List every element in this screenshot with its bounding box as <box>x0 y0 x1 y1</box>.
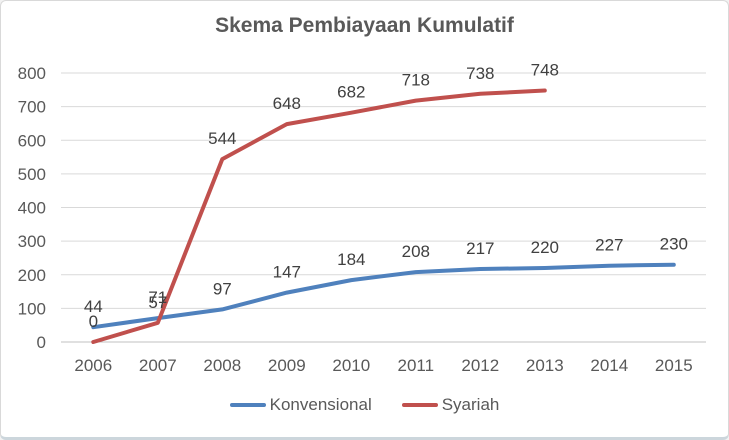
series-line-syariah <box>91 88 547 344</box>
data-label-konvensional: 71 <box>148 288 167 307</box>
y-axis-tick-label: 600 <box>18 131 46 150</box>
x-axis-tick-label: 2008 <box>203 356 241 375</box>
legend-label-konvensional: Konvensional <box>269 395 372 414</box>
data-label-konvensional: 208 <box>402 242 430 261</box>
data-label-syariah: 544 <box>208 129 236 148</box>
data-label-syariah: 682 <box>337 83 365 102</box>
konvensional-line-swatch <box>229 403 266 407</box>
chart-legend: Konvensional Syariah <box>1 393 728 417</box>
data-label-syariah: 738 <box>466 64 494 83</box>
data-label-konvensional: 44 <box>84 297 103 316</box>
data-label-syariah: 648 <box>273 94 301 113</box>
y-axis-tick-label: 500 <box>18 165 46 184</box>
x-axis-tick-label: 2015 <box>655 356 693 375</box>
data-label-konvensional: 147 <box>273 263 301 282</box>
data-label-konvensional: 217 <box>466 239 494 258</box>
syariah-line-swatch <box>401 403 438 407</box>
x-axis-tick-label: 2013 <box>526 356 564 375</box>
y-axis-tick-label: 0 <box>37 333 46 352</box>
data-label-konvensional: 230 <box>660 235 688 254</box>
data-label-konvensional: 97 <box>213 279 232 298</box>
x-axis-tick-label: 2014 <box>590 356 628 375</box>
series-line-konvensional <box>91 262 676 330</box>
x-axis-tick-label: 2009 <box>268 356 306 375</box>
x-axis-tick-label: 2007 <box>139 356 177 375</box>
legend-label-syariah: Syariah <box>441 395 500 414</box>
data-label-syariah: 57 <box>148 293 167 312</box>
x-axis-tick-label: 2006 <box>74 356 112 375</box>
data-label-syariah: 748 <box>531 61 559 80</box>
data-label-konvensional: 184 <box>337 250 365 269</box>
x-axis-tick-label: 2012 <box>461 356 499 375</box>
legend-item-syariah: Syariah <box>401 395 500 415</box>
data-label-syariah: 0 <box>89 312 98 331</box>
data-label-syariah: 718 <box>402 71 430 90</box>
y-axis-tick-label: 800 <box>18 64 46 83</box>
y-axis-tick-label: 100 <box>18 299 46 318</box>
chart-title: Skema Pembiayaan Kumulatif <box>215 14 514 37</box>
y-axis-tick-label: 400 <box>18 199 46 218</box>
x-axis-tick-label: 2011 <box>398 356 435 375</box>
legend-item-konvensional: Konvensional <box>229 395 372 415</box>
data-label-konvensional: 227 <box>595 236 623 255</box>
y-axis-tick-label: 300 <box>18 232 46 251</box>
y-axis-tick-label: 700 <box>18 98 46 117</box>
data-label-konvensional: 220 <box>531 238 559 257</box>
x-axis-tick-label: 2010 <box>332 356 370 375</box>
y-axis-tick-label: 200 <box>18 266 46 285</box>
